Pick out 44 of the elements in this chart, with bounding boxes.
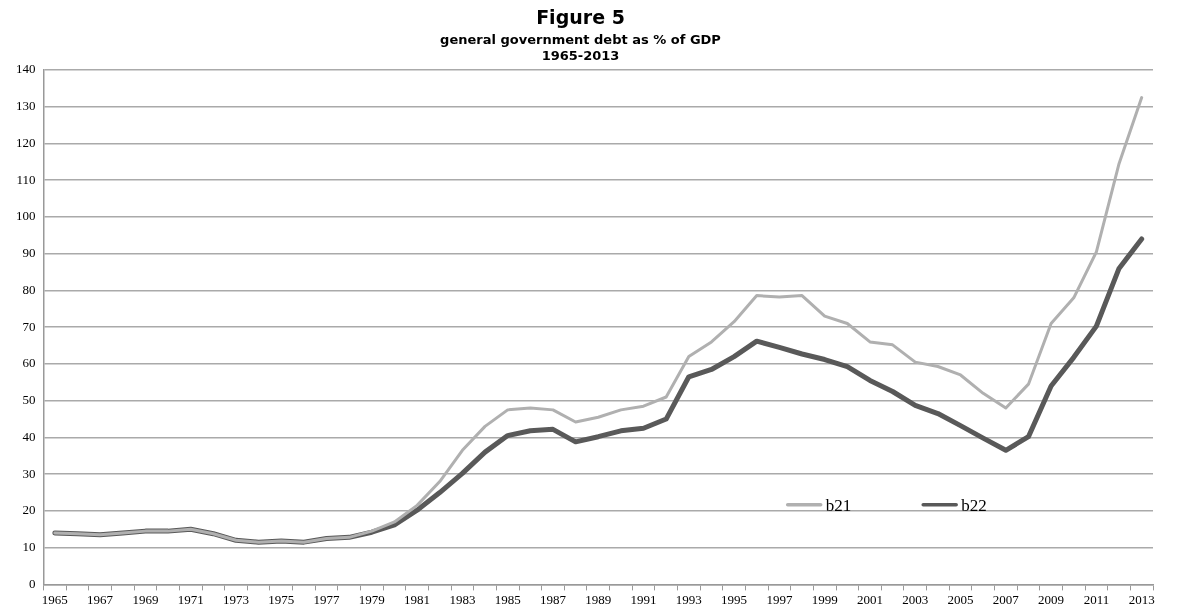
- x-tick-label: 1965: [41, 591, 68, 607]
- y-tick-label: 40: [22, 428, 36, 444]
- y-tick-label: 130: [16, 98, 36, 114]
- y-tick-label: 110: [16, 171, 36, 187]
- y-tick-label: 60: [22, 355, 36, 371]
- y-tick-label: 90: [22, 245, 36, 261]
- y-tick-label: 100: [16, 208, 36, 224]
- y-tick-label: 120: [16, 134, 36, 150]
- y-tick-label: 70: [22, 318, 36, 334]
- x-tick-label: 2001: [856, 591, 883, 607]
- x-tick-label: 1973: [222, 591, 249, 607]
- x-tick-label: 1997: [766, 591, 793, 607]
- x-tick-label: 1999: [811, 591, 838, 607]
- x-tick-label: 2011: [1083, 591, 1110, 607]
- x-tick-label: 1971: [177, 591, 204, 607]
- chart-subtitle: general government debt as % of GDP 1965-2013: [440, 31, 721, 63]
- legend-label: b22: [961, 496, 987, 516]
- x-tick-label: 2005: [947, 591, 974, 607]
- chart-title: Figure 5: [536, 6, 625, 29]
- x-tick-label: 1967: [87, 591, 114, 607]
- x-tick-label: 1975: [268, 591, 295, 607]
- x-tick-label: 1987: [539, 591, 567, 607]
- y-tick-label: 30: [22, 465, 36, 481]
- x-tick-label: 2003: [902, 591, 929, 607]
- y-tick-label: 20: [22, 502, 36, 518]
- x-tick-label: 1989: [585, 591, 612, 607]
- y-tick-label: 80: [22, 281, 36, 297]
- y-tick-label: 0: [29, 575, 36, 591]
- x-tick-label: 1979: [358, 591, 385, 607]
- legend-label: b21: [825, 496, 852, 516]
- y-tick-label: 50: [22, 392, 36, 408]
- y-tick-label: 10: [22, 539, 36, 555]
- x-tick-label: 1969: [132, 591, 159, 607]
- x-tick-label: 1981: [404, 591, 431, 607]
- x-tick-label: 2007: [992, 591, 1020, 607]
- x-tick-label: 1985: [494, 591, 521, 607]
- x-tick-label: 1977: [313, 591, 341, 607]
- x-tick-label: 1993: [675, 591, 702, 607]
- x-tick-label: 2013: [1128, 591, 1155, 607]
- x-tick-label: 1983: [449, 591, 476, 607]
- x-tick-label: 1991: [630, 591, 657, 607]
- y-tick-label: 140: [16, 61, 36, 77]
- x-tick-label: 2009: [1038, 591, 1065, 607]
- x-tick-label: 1995: [721, 591, 748, 607]
